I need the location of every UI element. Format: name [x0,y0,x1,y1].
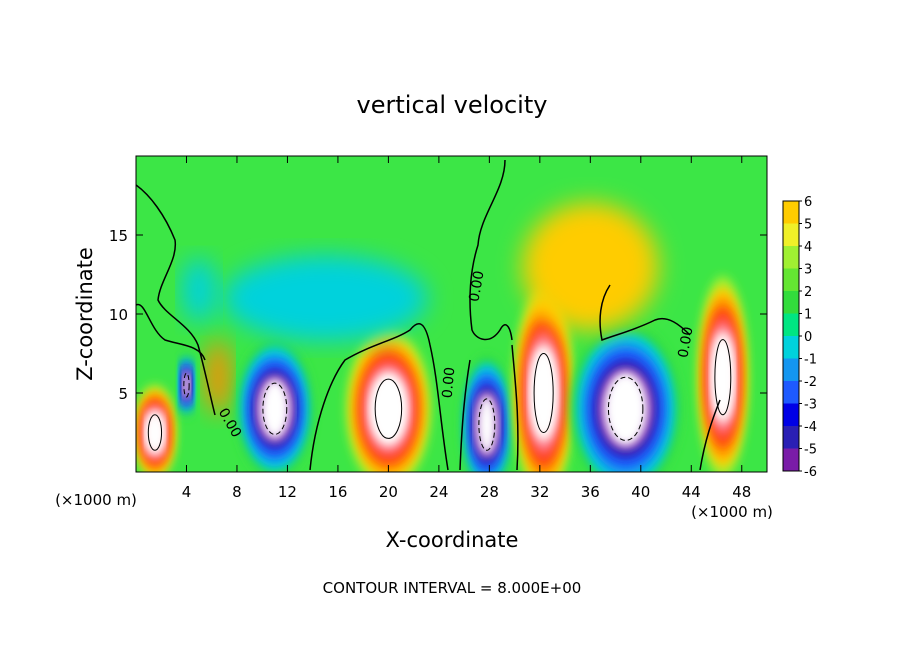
velocity-cell-contour [183,372,190,398]
velocity-cell [205,339,231,415]
velocity-cell [570,323,682,472]
colorbar-segment [783,426,799,449]
velocity-cell-contour [478,398,496,451]
x-axis-label: X-coordinate [386,528,519,552]
colorbar-tick-label: 1 [804,308,812,323]
velocity-cell-core [259,377,291,440]
x-tick-label: 40 [631,483,650,501]
velocity-cell [223,255,428,341]
contour-lines [136,159,721,471]
colorbar-segment [783,201,799,224]
zero-contour [309,323,449,471]
zero-contour [459,359,471,471]
y-axis: 5 10 15 [109,227,767,403]
x-axis: 4 8 12 16 20 24 28 32 36 40 44 48 [182,156,751,501]
velocity-cell-core [146,411,164,454]
colorbar-segment [783,358,799,382]
contour-label: 0.00 [466,270,487,303]
velocity-cell [177,353,195,418]
colorbar-segment [783,381,799,404]
x-unit-right: (×1000 m) [691,503,773,521]
colorbar-tick-label: -4 [804,420,817,435]
velocity-cell-contour [714,339,732,416]
velocity-cell-band [182,258,217,323]
chart-title: vertical velocity [357,91,548,119]
colorbar: 6 5 4 3 2 1 0 -1 -2 -3 -4 -5 -6 [782,195,817,480]
colorbar-segment [783,291,799,314]
velocity-cell-contour [147,414,163,451]
colorbar-tick-label: -3 [804,398,817,413]
y-tick-label: 15 [109,227,128,245]
velocity-cell-core [603,370,649,447]
contour-label: 0.00 [440,366,459,398]
zero-contour [599,284,691,342]
zero-contour [136,184,216,416]
colorbar-tick-label: -5 [804,443,817,458]
velocity-cell-contour [374,378,403,439]
zero-contour [469,159,513,341]
colorbar-tick-label: -6 [804,465,817,480]
velocity-cell [136,384,177,472]
plot-area: 0.00 0.00 0.00 0.00 [135,155,768,473]
colorbar-tick-label: 2 [804,285,812,300]
x-tick-label: 44 [682,483,701,501]
velocity-cell [461,355,513,472]
zero-contour [699,399,721,471]
x-tick-label: 4 [182,483,192,501]
velocity-cell-core [531,345,557,441]
velocity-cell-contour [262,382,288,435]
x-tick-label: 20 [379,483,398,501]
velocity-cell-contour [533,353,554,433]
velocity-cell [236,339,314,472]
x-tick-label: 28 [480,483,499,501]
velocity-cell-band [205,339,231,415]
velocity-field [136,202,749,472]
colorbar-tick-label: 5 [804,218,812,233]
velocity-cell-band [223,255,428,341]
colorbar-tick-label: -2 [804,375,817,390]
contour-label: 0.00 [675,326,696,359]
colorbar-segment [783,336,799,359]
y-axis-label: Z-coordinate [73,247,97,381]
x-tick-label: 48 [732,483,751,501]
velocity-cell-core [371,373,406,445]
velocity-cell-core [712,332,734,423]
x-tick-label: 12 [278,483,297,501]
velocity-cell [345,328,431,472]
x-tick-label: 16 [328,483,347,501]
velocity-cell-core [476,393,498,456]
velocity-cell [182,258,217,323]
colorbar-segment [783,403,799,427]
colorbar-tick-label: 6 [804,195,812,210]
x-tick-label: 36 [581,483,600,501]
x-tick-label: 32 [530,483,549,501]
velocity-cell-contour [607,376,644,441]
colorbar-segment [783,268,799,292]
x-tick-label: 8 [232,483,242,501]
velocity-cell-band [522,202,659,331]
colorbar-tick-label: 4 [804,240,812,255]
zero-contour [136,303,206,361]
y-tick-label: 10 [109,306,128,324]
x-tick-label: 24 [429,483,448,501]
colorbar-segment [783,313,799,337]
velocity-cell [512,286,575,472]
velocity-cell [522,202,659,331]
zero-contour [511,344,519,471]
colorbar-tick-label: 0 [804,330,812,345]
colorbar-tick-label: 3 [804,263,812,278]
colorbar-segment [783,448,799,472]
colorbar-tick-label: -1 [804,353,817,368]
colorbar-segment [783,246,799,269]
x-unit-left: (×1000 m) [55,491,137,509]
colorbar-segment [783,223,799,247]
y-tick-label: 5 [118,385,128,403]
contour-interval-footer: CONTOUR INTERVAL = 8.000E+00 [323,579,582,597]
